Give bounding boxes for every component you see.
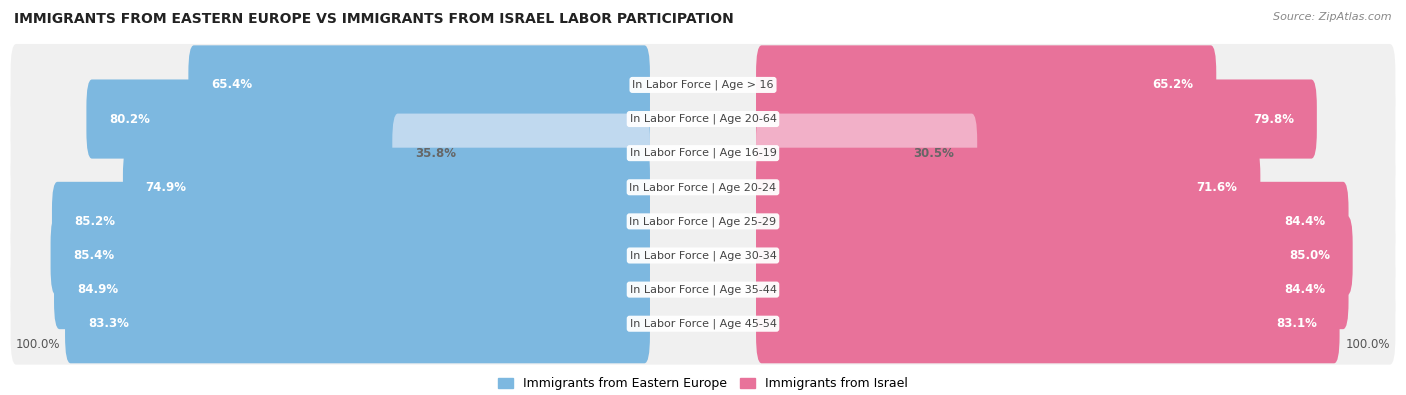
FancyBboxPatch shape	[756, 114, 977, 193]
FancyBboxPatch shape	[52, 182, 650, 261]
Text: In Labor Force | Age 20-64: In Labor Force | Age 20-64	[630, 114, 776, 124]
Text: IMMIGRANTS FROM EASTERN EUROPE VS IMMIGRANTS FROM ISRAEL LABOR PARTICIPATION: IMMIGRANTS FROM EASTERN EUROPE VS IMMIGR…	[14, 12, 734, 26]
FancyBboxPatch shape	[65, 284, 650, 363]
FancyBboxPatch shape	[392, 114, 650, 193]
Text: 84.4%: 84.4%	[1285, 215, 1326, 228]
Text: 30.5%: 30.5%	[914, 147, 955, 160]
FancyBboxPatch shape	[756, 45, 1216, 124]
FancyBboxPatch shape	[188, 45, 650, 124]
FancyBboxPatch shape	[756, 148, 1260, 227]
Text: In Labor Force | Age 45-54: In Labor Force | Age 45-54	[630, 318, 776, 329]
Text: In Labor Force | Age 35-44: In Labor Force | Age 35-44	[630, 284, 776, 295]
Text: 65.2%: 65.2%	[1153, 79, 1194, 91]
FancyBboxPatch shape	[756, 284, 1340, 363]
Text: Source: ZipAtlas.com: Source: ZipAtlas.com	[1274, 12, 1392, 22]
Legend: Immigrants from Eastern Europe, Immigrants from Israel: Immigrants from Eastern Europe, Immigran…	[494, 372, 912, 395]
FancyBboxPatch shape	[756, 79, 1317, 159]
FancyBboxPatch shape	[756, 216, 1353, 295]
Text: 83.1%: 83.1%	[1277, 317, 1317, 330]
Text: 84.9%: 84.9%	[77, 283, 118, 296]
Text: 85.2%: 85.2%	[75, 215, 115, 228]
Text: 85.4%: 85.4%	[73, 249, 114, 262]
Text: 71.6%: 71.6%	[1197, 181, 1237, 194]
Text: 79.8%: 79.8%	[1253, 113, 1294, 126]
FancyBboxPatch shape	[11, 78, 1395, 160]
FancyBboxPatch shape	[86, 79, 650, 159]
Text: 85.0%: 85.0%	[1289, 249, 1330, 262]
FancyBboxPatch shape	[11, 112, 1395, 194]
FancyBboxPatch shape	[11, 146, 1395, 228]
Text: 83.3%: 83.3%	[87, 317, 129, 330]
Text: 65.4%: 65.4%	[211, 79, 252, 91]
Text: In Labor Force | Age 16-19: In Labor Force | Age 16-19	[630, 148, 776, 158]
FancyBboxPatch shape	[756, 250, 1348, 329]
FancyBboxPatch shape	[756, 182, 1348, 261]
Text: 84.4%: 84.4%	[1285, 283, 1326, 296]
Text: In Labor Force | Age 25-29: In Labor Force | Age 25-29	[630, 216, 776, 227]
Text: 100.0%: 100.0%	[1346, 339, 1391, 352]
Text: 80.2%: 80.2%	[110, 113, 150, 126]
Text: 74.9%: 74.9%	[146, 181, 187, 194]
FancyBboxPatch shape	[11, 214, 1395, 296]
Text: In Labor Force | Age > 16: In Labor Force | Age > 16	[633, 80, 773, 90]
FancyBboxPatch shape	[51, 216, 650, 295]
Text: In Labor Force | Age 20-24: In Labor Force | Age 20-24	[630, 182, 776, 192]
FancyBboxPatch shape	[53, 250, 650, 329]
Text: 35.8%: 35.8%	[415, 147, 456, 160]
FancyBboxPatch shape	[11, 249, 1395, 331]
FancyBboxPatch shape	[11, 283, 1395, 365]
FancyBboxPatch shape	[122, 148, 650, 227]
Text: 100.0%: 100.0%	[15, 339, 60, 352]
FancyBboxPatch shape	[11, 181, 1395, 262]
FancyBboxPatch shape	[11, 44, 1395, 126]
Text: In Labor Force | Age 30-34: In Labor Force | Age 30-34	[630, 250, 776, 261]
